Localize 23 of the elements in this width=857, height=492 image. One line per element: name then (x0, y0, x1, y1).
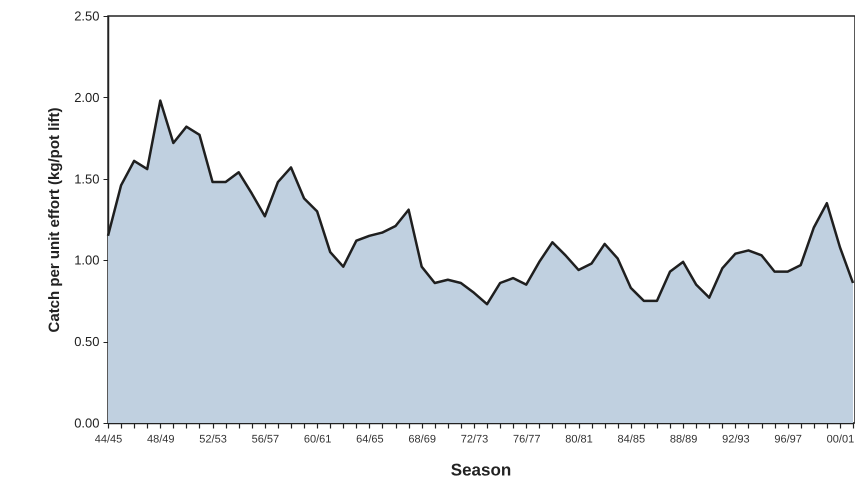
x-tick-label: 96/97 (774, 434, 802, 446)
x-tick-label: 44/45 (94, 434, 122, 446)
x-tick-label: 84/85 (618, 434, 646, 446)
y-tick-label: 2.00 (74, 90, 100, 105)
x-tick-label: 00/01 (826, 434, 854, 446)
y-tick-label: 1.00 (74, 252, 100, 268)
y-tick-label: 1.50 (74, 171, 100, 186)
x-tick-label: 80/81 (565, 434, 593, 446)
y-tick-label: 0.00 (74, 416, 100, 430)
x-tick-label: 72/73 (460, 434, 488, 446)
x-tick-label: 64/65 (356, 434, 384, 446)
y-tick-label: 2.50 (74, 8, 100, 24)
x-axis-title: Season (450, 460, 512, 480)
y-tick-label: 0.50 (74, 334, 100, 350)
x-tick-label: 92/93 (722, 434, 750, 446)
x-tick-label: 48/49 (147, 434, 175, 446)
x-tick-label: 76/77 (512, 434, 541, 446)
x-tick-label: 68/69 (408, 434, 436, 446)
x-tick-label: 52/53 (199, 434, 227, 446)
x-tick-label: 60/61 (304, 434, 332, 446)
x-tick-label: 88/89 (670, 434, 698, 446)
y-axis-title: Catch per unit effort (kg/pot lift) (46, 108, 64, 332)
x-tick-label: 56/57 (252, 434, 280, 446)
